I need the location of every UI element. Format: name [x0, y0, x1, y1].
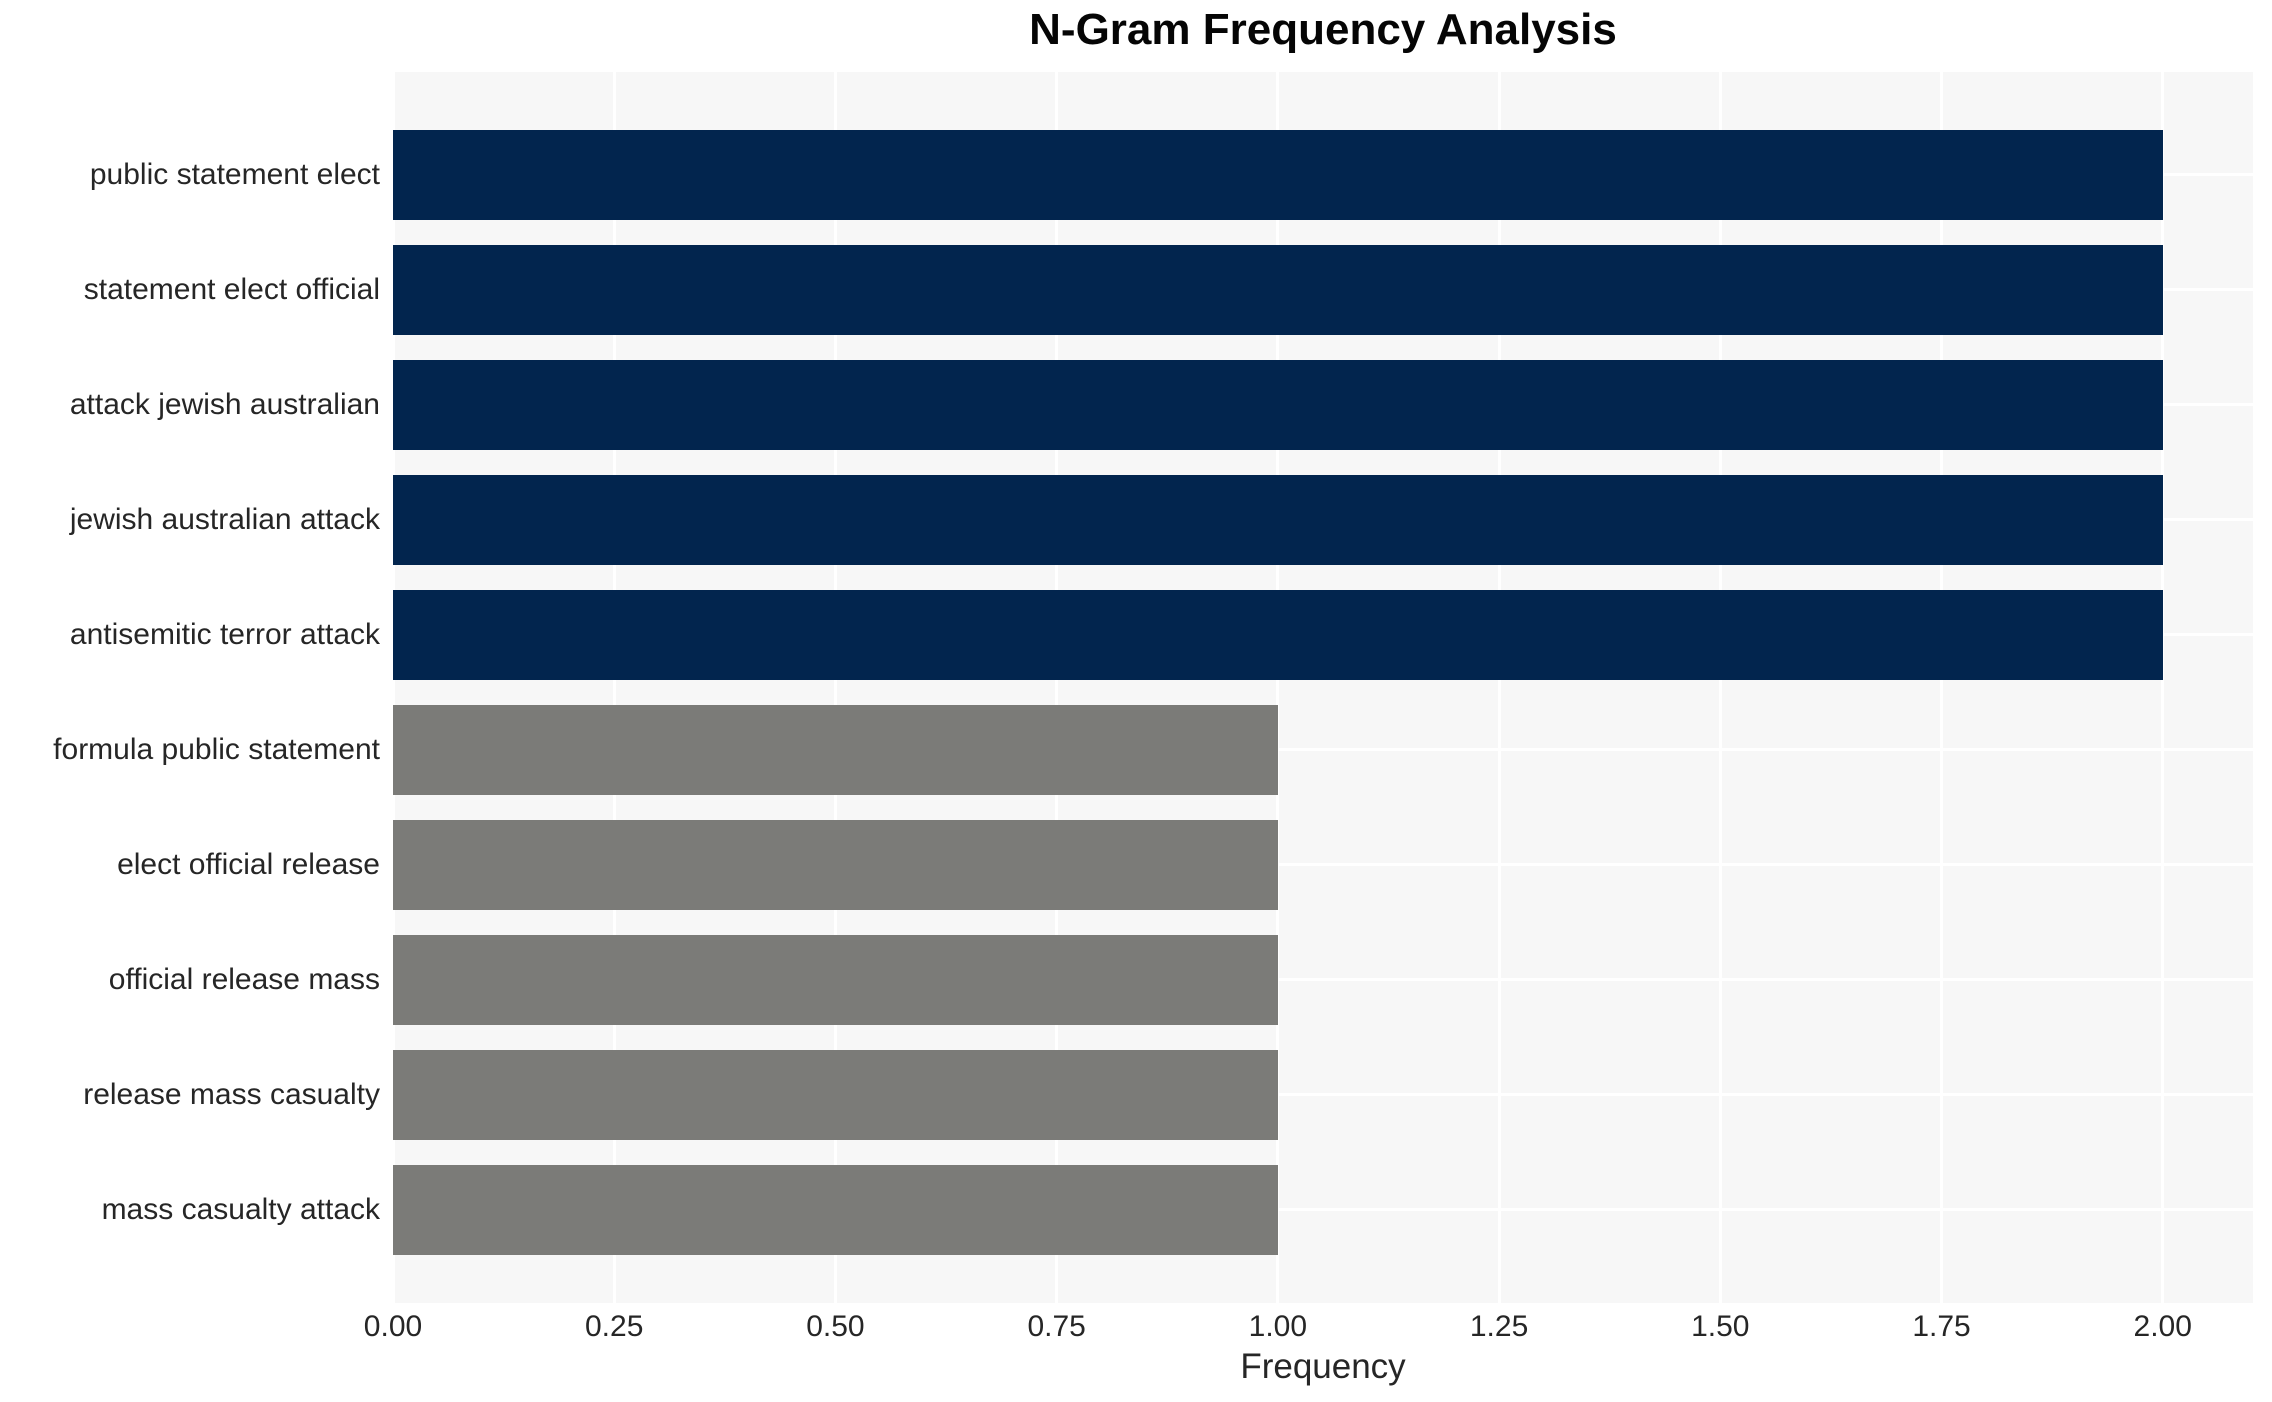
vertical-gridline	[1276, 72, 1280, 1303]
bar	[393, 1164, 1278, 1255]
vertical-gridline	[1940, 72, 1944, 1303]
horizontal-gridline	[393, 1208, 2253, 1211]
y-tick-label: elect official release	[117, 848, 380, 881]
horizontal-gridline	[393, 863, 2253, 866]
x-tick-label: 1.75	[1912, 1310, 1971, 1343]
vertical-gridline	[1055, 72, 1059, 1303]
x-tick-label: 0.00	[363, 1310, 423, 1343]
y-tick-label: attack jewish australian	[69, 388, 380, 421]
y-tick-label: mass casualty attack	[101, 1193, 380, 1226]
y-tick-label: antisemitic terror attack	[69, 618, 380, 651]
y-tick-label: jewish australian attack	[69, 503, 380, 536]
y-tick-label: formula public statement	[53, 733, 380, 766]
vertical-gridline	[612, 72, 616, 1303]
horizontal-gridline	[393, 1093, 2253, 1096]
bar	[393, 589, 2163, 680]
y-tick-label: statement elect official	[83, 273, 380, 306]
y-tick-label: official release mass	[108, 963, 380, 996]
bar	[393, 704, 1278, 795]
x-tick-label: 2.00	[2133, 1310, 2192, 1343]
bar	[393, 244, 2163, 335]
vertical-gridline	[1718, 72, 1722, 1303]
plot-area	[393, 72, 2253, 1303]
x-axis-title: Frequency	[1240, 1347, 1406, 1386]
y-tick-label: release mass casualty	[83, 1078, 380, 1111]
x-tick-label: 1.50	[1691, 1310, 1750, 1343]
vertical-gridline	[393, 72, 395, 1303]
x-tick-label: 0.75	[1027, 1310, 1086, 1343]
x-tick-label: 1.00	[1248, 1310, 1308, 1343]
bar	[393, 1049, 1278, 1140]
chart-title: N-Gram Frequency Analysis	[1029, 5, 1617, 54]
x-axis-ticks: 0.00 0.25 0.50 0.75 1.00 1.25 1.50 1.75 2.00	[0, 1310, 2272, 1350]
vertical-gridline	[833, 72, 837, 1303]
y-axis-labels: public statement elect statement elect of…	[0, 72, 380, 1303]
y-tick-label: public statement elect	[89, 158, 380, 191]
vertical-gridline	[1497, 72, 1501, 1303]
x-tick-label: 1.25	[1469, 1310, 1529, 1343]
bar	[393, 474, 2163, 565]
bar	[393, 129, 2163, 220]
bar	[393, 359, 2163, 450]
horizontal-gridline	[393, 978, 2253, 981]
x-tick-label: 0.25	[585, 1310, 644, 1343]
vertical-gridline	[2161, 72, 2165, 1303]
horizontal-gridline	[393, 748, 2253, 751]
x-tick-label: 0.50	[806, 1310, 865, 1343]
bar	[393, 819, 1278, 910]
bar	[393, 934, 1278, 1025]
